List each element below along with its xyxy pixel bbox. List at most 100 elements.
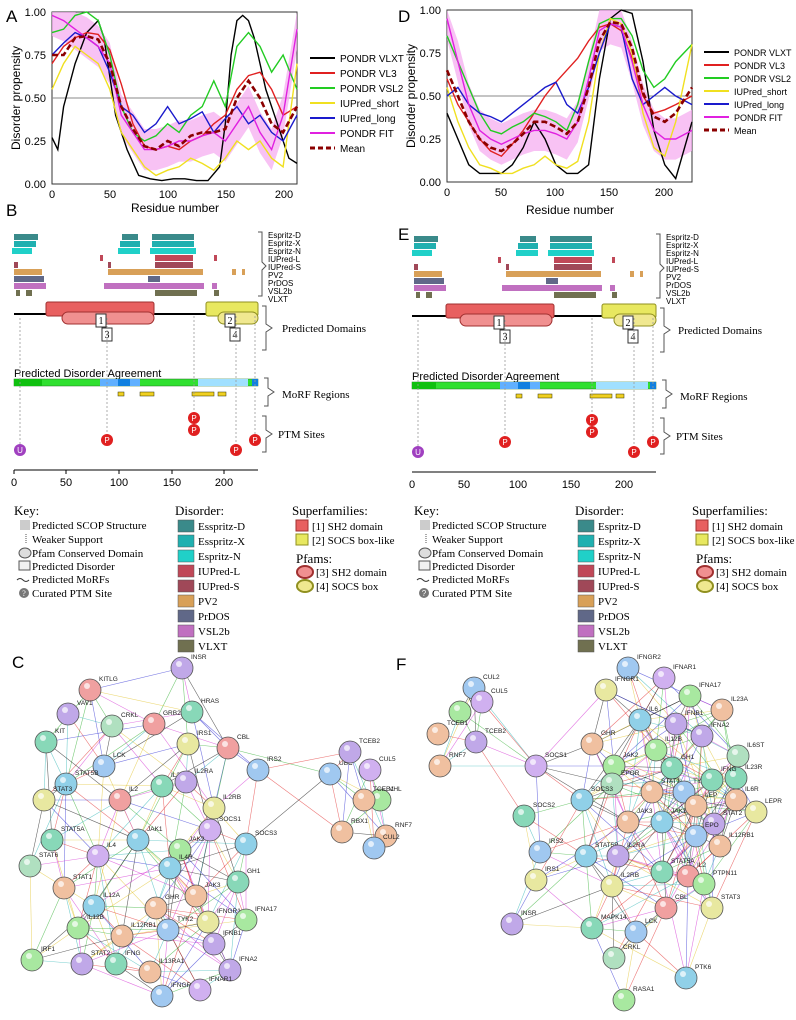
legend-a-item-1: PONDR VL3 — [340, 69, 397, 80]
key-left-item-3: Predicted Disorder — [32, 561, 115, 573]
network-c-node-il2 — [108, 788, 132, 812]
network-f-node-epo — [684, 824, 708, 848]
network-c-label-il2ra: IL2RA — [195, 768, 214, 775]
network-f-node-lck — [624, 920, 648, 944]
network-c: INSR KITLG HRAS VAV1 CRKL GRB2 IRS1 CBL IRS2 KIT L… — [18, 654, 412, 1008]
network-c-label-il12rb1: IL12RB1 — [131, 922, 157, 929]
disorder-key-right-swatch-0 — [577, 519, 595, 533]
key-title-left: Key: — [14, 503, 39, 518]
disorder-key-left-swatch-8 — [177, 639, 195, 653]
plot-a-xtick-2: 100 — [159, 189, 177, 201]
track-label-b-5: PV2 — [268, 271, 284, 280]
disorder-key-left-label-1: Esspritz-X — [198, 536, 245, 548]
network-c-label-tceb1: TCEB1 — [373, 786, 394, 793]
legend-d: PONDR VLXT PONDR VL3 PONDR VSL2 IUPred_s… — [704, 48, 792, 136]
disorder-key-right-swatch-5 — [577, 594, 595, 608]
network-f-node-ifnb1 — [664, 712, 688, 736]
plot-a-xtick-3: 150 — [217, 189, 235, 201]
network-f-label-stat5b: STAT5B — [595, 842, 619, 849]
key-left-item-4: Predicted MoRFs — [32, 574, 109, 586]
network-f-label-il12b: IL12B — [665, 736, 682, 743]
network-c-label-cbl: CBL — [237, 734, 250, 741]
network-c-node-irf1 — [20, 948, 44, 972]
plot-a-series-pondr-vl3 — [51, 31, 298, 151]
network-c-label-gh1: GH1 — [247, 868, 261, 875]
network-f-label-lepr: LEPR — [765, 798, 782, 805]
network-f-node-gh1 — [660, 756, 684, 780]
disorder-key-left-label-7: VSL2b — [198, 626, 230, 638]
network-f-label-ifnb1: IFNB1 — [685, 710, 704, 717]
plot-d-series-pondr-fit — [446, 18, 693, 145]
plot-a-series-pomdr-vsl2 — [51, 11, 298, 142]
network-c-label-stat1: STAT1 — [73, 874, 93, 881]
network-c-label-il2: IL2 — [129, 786, 138, 793]
plot-d: 0.00 0.25 0.50 0.75 1.00 0 50 100 150 20… — [404, 5, 694, 217]
network-f-node-il6 — [628, 708, 652, 732]
network-f-node-irs2 — [528, 840, 552, 864]
network-c-label-cul2: CUL2 — [383, 834, 400, 841]
legend-a-item-0: PONDR VLXT — [340, 54, 404, 65]
plot-a-series-iupred-short — [51, 45, 298, 177]
plot-d-series-mean — [445, 20, 694, 153]
disorder-key-left-swatch-5 — [177, 594, 195, 608]
track-b-xtick-3: 150 — [163, 477, 181, 489]
panel-label-c: C — [12, 653, 24, 672]
disorder-key-right-label-8: VLXT — [598, 641, 628, 653]
domain-e-socs-pfam — [613, 313, 657, 327]
pfam-title-right: Pfams: — [696, 551, 732, 566]
legend-d-item-1: PONDR VL3 — [734, 61, 785, 71]
network-f-node-socs3 — [570, 788, 594, 812]
network-c-label-rnf7: RNF7 — [395, 822, 412, 829]
ptm-p-b-5: P — [252, 436, 257, 445]
network-f-node-ifna2 — [690, 724, 714, 748]
network-c-node-kit — [34, 730, 58, 754]
network-c-label-ifnb1: IFNB1 — [223, 930, 242, 937]
plot-d-ytick-0: 0.00 — [420, 177, 441, 189]
track-label-e-4: IUPred-S — [666, 265, 699, 274]
domain-socs-pfam — [217, 311, 259, 325]
network-c-label-vav1: VAV1 — [77, 700, 93, 707]
disorder-key-right-swatch-6 — [577, 609, 595, 623]
network-c-label-stat5b: STAT5B — [75, 770, 99, 777]
plot-a-ytick-0: 0.00 — [25, 179, 46, 191]
network-f-node-ifna17 — [678, 684, 702, 708]
network-f-label-stat2: STAT2 — [723, 810, 743, 817]
legend-d-item-5: PONDR FIT — [734, 113, 783, 123]
ptm-u-label-e: U — [415, 448, 421, 457]
key-right-item-1: Weaker Support — [432, 534, 503, 546]
key-left: Key: Predicted SCOP Structure Weaker Sup… — [14, 503, 395, 653]
network-f-label-ifnar1: IFNAR1 — [673, 664, 697, 671]
network-c-label-hras: HRAS — [201, 698, 220, 705]
network-f-label-il2ra: IL2RA — [627, 842, 646, 849]
network-c-label-jak3: JAK3 — [205, 882, 221, 889]
legend-a-item-4: IUPred_long — [340, 114, 396, 125]
morf-marks-b — [117, 391, 227, 397]
network-f-label-il2rb: IL2RB — [621, 872, 639, 879]
disorder-key-left-label-8: VLXT — [198, 641, 228, 653]
panel-label-d: D — [398, 7, 410, 26]
network-f-node-lepr — [744, 800, 768, 824]
network-f-label-stat5a: STAT5A — [671, 858, 695, 865]
track-label-e-2: Espritz-N — [666, 249, 699, 258]
network-c-label-ifngr1: IFNGR1 — [217, 908, 241, 915]
legend-d-item-4: IUPred_long — [734, 100, 784, 110]
legend-a-item-3: IUPred_short — [340, 99, 399, 110]
network-c-node-ifnar1 — [188, 978, 212, 1002]
network-c-node-tceb1 — [352, 788, 376, 812]
network-f-node-tceb1 — [426, 722, 450, 746]
network-c-node-rbx1 — [330, 820, 354, 844]
track-b-xtick-0: 0 — [11, 477, 17, 489]
track-label-e-3: IUPred-L — [666, 257, 699, 266]
network-f-node-stat1 — [640, 780, 664, 804]
key-title-right: Key: — [414, 503, 439, 518]
network-f-node-ptpn11 — [692, 872, 716, 896]
disorder-key-right-label-0: Espritz-D — [598, 521, 641, 533]
network-c-label-ghr: GHR — [165, 894, 180, 901]
network-f-node-ptk6 — [674, 966, 698, 990]
network-c-node-ghr — [144, 896, 168, 920]
network-c-node-il2ra — [174, 770, 198, 794]
plot-a-xlabel: Residue number — [131, 201, 219, 215]
domain-e-sh2-pfam — [459, 313, 553, 327]
track-label-e-0: Espritz-D — [666, 233, 699, 242]
ptm-u-label-b: U — [17, 446, 23, 455]
